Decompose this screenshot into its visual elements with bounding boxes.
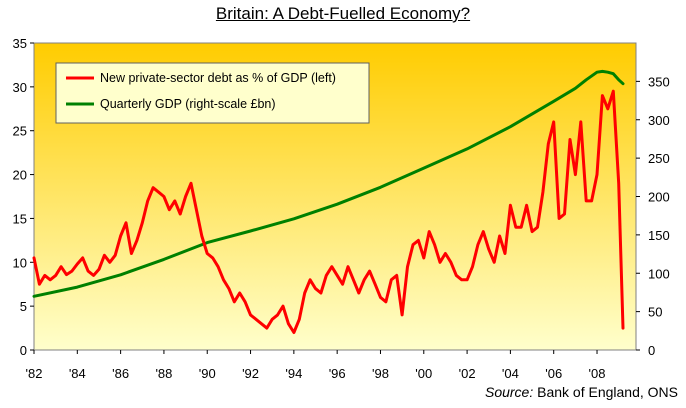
left-tick-label: 35 [13,36,27,51]
left-tick-label: 30 [13,80,27,95]
x-tick-label: '04 [502,366,519,381]
right-tick-label: 350 [648,74,670,89]
left-tick-label: 25 [13,124,27,139]
left-tick-label: 10 [13,255,27,270]
source-line: Source: Bank of England, ONS [485,384,678,400]
chart-title: Britain: A Debt-Fuelled Economy? [215,4,471,23]
left-axis: 0 5 10 15 20 25 30 35 [13,36,34,358]
source-label: Source: [484,384,534,400]
x-tick-label: '92 [242,366,259,381]
legend: New private-sector debt as % of GDP (lef… [55,62,370,124]
legend-box [55,62,370,124]
right-tick-label: 50 [648,305,662,320]
left-tick-label: 0 [20,343,27,358]
left-tick-label: 15 [13,211,27,226]
right-tick-label: 150 [648,228,670,243]
right-tick-label: 200 [648,190,670,205]
left-tick-label: 5 [20,299,27,314]
legend-label-debt: New private-sector debt as % of GDP (lef… [100,71,336,85]
right-tick-label: 100 [648,266,670,281]
x-tick-label: '84 [69,366,86,381]
x-tick-label: '98 [372,366,389,381]
x-tick-label: '00 [415,366,432,381]
x-tick-label: '90 [199,366,216,381]
legend-label-gdp: Quarterly GDP (right-scale £bn) [100,97,276,111]
x-tick-label: '86 [112,366,129,381]
right-tick-label: 250 [648,151,670,166]
x-tick-label: '88 [155,366,172,381]
right-tick-label: 300 [648,113,670,128]
x-tick-label: '94 [285,366,302,381]
x-tick-label: '08 [589,366,606,381]
x-tick-label: '82 [26,366,43,381]
x-tick-label: '06 [545,366,562,381]
source-text: Bank of England, ONS [537,384,678,400]
left-tick-label: 20 [13,168,27,183]
debt-series-line [32,89,625,334]
x-axis: '82 '84 '86 '88 '90 '92 '94 '96 '98 '00 '02 '04 '06 '… [26,350,606,381]
right-tick-label: 0 [648,343,655,358]
x-tick-label: '96 [329,366,346,381]
gdp-series-line [32,69,625,298]
series-layer [32,69,625,334]
right-axis: 0 50 100 150 200 250 300 350 [636,74,670,358]
x-tick-label: '02 [459,366,476,381]
